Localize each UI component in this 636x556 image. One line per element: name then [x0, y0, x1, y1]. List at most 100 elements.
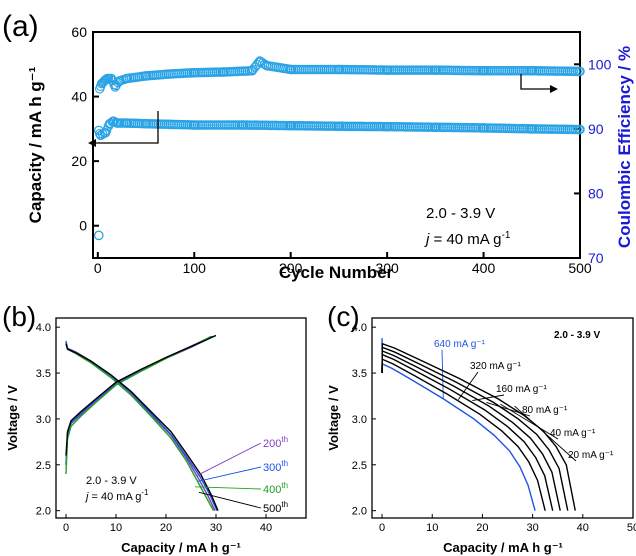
panel-c-frame — [371, 317, 634, 519]
panel-b-voltage-annotation: 2.0 - 3.9 V — [86, 475, 137, 487]
panel-a-marker — [165, 69, 175, 79]
panel-a-series-left — [94, 116, 585, 141]
panel-a-marker — [527, 65, 537, 76]
panel-a-marker — [527, 124, 537, 134]
panel-a-current-annotation-exp: -1 — [501, 230, 510, 241]
panel-a-marker — [430, 122, 441, 132]
panel-b-y-tick-label: 2.0 — [36, 506, 51, 518]
panel-a-marker — [141, 118, 151, 129]
panel-a-x-tick-label: 100 — [183, 260, 207, 276]
panel-c-label-leader — [514, 405, 577, 462]
panel-a-arrow-left-head — [88, 139, 96, 147]
panel-b-x-tick-label: 30 — [210, 522, 222, 534]
panel-a-arrow-left — [94, 111, 159, 144]
panel-b-cycle-label-sup: th — [281, 435, 288, 444]
panel-b-current-annotation-rest: = 40 mA g — [88, 491, 141, 503]
panel-b-ticks: 0 10 20 30 40 2.0 2.5 3.0 3.5 4.0 — [36, 322, 272, 534]
panel-a-marker — [285, 120, 296, 131]
panel-b-cycle-label-base: 500 — [263, 503, 281, 515]
panel-a-x-tick-label: 200 — [279, 260, 303, 276]
panel-a-x-tick-label: 0 — [94, 260, 102, 276]
panel-c-discharge-curve — [381, 350, 561, 511]
panel-b-y-axis-label: Voltage / V — [5, 385, 20, 451]
panel-b-label: (b) — [2, 301, 36, 332]
panel-c-label-leader — [500, 403, 559, 440]
panel-c-discharge-curve — [381, 346, 569, 511]
panel-b-x-tick-label: 0 — [63, 522, 69, 534]
panel-a-marker — [575, 66, 585, 77]
panel-c-x-tick-label: 40 — [577, 522, 589, 534]
panel-c-x-tick-label: 0 — [379, 522, 385, 534]
panel-a-y-tick-label-right: 70 — [588, 250, 604, 266]
panel-c: (c) 0 10 20 30 40 50 2.0 2.5 3.0 3.5 4.0 640 mA g⁻… — [326, 301, 636, 555]
panel-a-marker — [237, 120, 248, 130]
panel-a-y-tick-label-right: 100 — [588, 56, 612, 72]
panel-a-x-tick-label: 300 — [375, 260, 399, 276]
panel-a-y-tick-label-right: 90 — [588, 121, 604, 137]
panel-c-rate-label: 160 mA g⁻¹ — [496, 384, 548, 395]
panel-a-marker — [94, 230, 104, 241]
panel-a-marker — [122, 73, 132, 84]
panel-c-series: 640 mA g⁻¹ 320 mA g⁻¹ 160 mA g⁻¹ 80 mA g⁻¹ 4… — [381, 338, 614, 511]
panel-c-rate-label: 640 mA g⁻¹ — [434, 339, 486, 350]
panel-c-discharge-curve — [381, 342, 576, 511]
panel-a-marker — [478, 65, 489, 76]
panel-a-marker — [575, 124, 585, 135]
panel-c-y-tick-label: 2.5 — [352, 460, 367, 472]
panel-a-y-axis-label-left: Capacity / mA h g⁻¹ — [26, 66, 45, 223]
panel-c-rate-label: 20 mA g⁻¹ — [568, 450, 614, 461]
panel-a-marker — [95, 130, 106, 141]
panel-a-current-annotation-rest: = 40 mA g — [429, 231, 501, 248]
panel-c-label-leader — [457, 371, 479, 400]
panel-b-label-leader — [194, 486, 262, 490]
panel-a-current-annotation-j: j — [424, 231, 430, 248]
panel-b-label-leader — [198, 491, 262, 509]
panel-b-y-tick-label: 4.0 — [36, 322, 51, 334]
panel-a-marker — [95, 84, 105, 94]
panel-c-y-tick-label: 3.0 — [352, 414, 367, 426]
panel-b-charge-curve — [65, 334, 217, 456]
panel-c-x-tick-label: 30 — [526, 522, 538, 534]
panel-c-x-tick-label: 50 — [627, 522, 636, 534]
panel-a-marker — [112, 118, 122, 128]
panel-b-cycle-label-base: 300 — [263, 462, 281, 474]
panel-b-y-tick-label: 3.0 — [36, 414, 51, 426]
panel-a-marker — [189, 120, 200, 130]
panel-a-y-tick-label-left: 40 — [71, 89, 87, 105]
panel-a-marker — [382, 121, 392, 132]
panel-c-rate-label: 80 mA g⁻¹ — [522, 405, 568, 416]
panel-b-cycle-label-base: 200 — [263, 438, 281, 450]
panel-a-y-tick-label-left: 0 — [79, 218, 87, 234]
panel-b-label-leader — [197, 466, 262, 482]
panel-c-rate-label: 320 mA g⁻¹ — [470, 361, 522, 372]
panel-a: (a) 0 100 200 300 400 500 0 20 40 60 70 80 90 100 Cyc… — [2, 10, 634, 282]
panel-a-x-axis-label: Cycle Number — [279, 263, 394, 282]
panel-c-discharge-curve — [381, 338, 536, 511]
panel-b-label-leader — [196, 442, 262, 477]
panel-c-y-axis-label: Voltage / V — [326, 385, 341, 451]
panel-b-x-axis-label: Capacity / mA h g⁻¹ — [121, 540, 241, 555]
panel-b-current-annotation-exp: -1 — [141, 488, 149, 497]
panel-c-y-tick-label: 2.0 — [352, 506, 367, 518]
panel-c-y-tick-label: 4.0 — [352, 322, 367, 334]
panel-a-arrow-right — [520, 74, 552, 90]
panel-a-x-tick-label: 400 — [472, 260, 496, 276]
panel-a-marker — [100, 75, 111, 85]
panel-a-marker — [285, 64, 296, 75]
panel-b-current-annotation-j: j — [84, 491, 89, 503]
panel-c-x-tick-label: 20 — [476, 522, 488, 534]
panel-b-discharge-curve — [65, 343, 219, 511]
panel-b-x-tick-label: 20 — [160, 522, 172, 534]
panel-b-cycle-label-sup: th — [281, 500, 288, 509]
panel-a-series — [94, 56, 585, 241]
panel-b-y-tick-label: 3.5 — [36, 368, 51, 380]
panel-a-marker — [218, 67, 228, 77]
panel-c-ticks: 0 10 20 30 40 50 2.0 2.5 3.0 3.5 4.0 — [352, 322, 636, 534]
panel-c-label: (c) — [327, 301, 360, 332]
panel-c-rate-label: 40 mA g⁻¹ — [550, 428, 596, 439]
panel-c-x-axis-label: Capacity / mA h g⁻¹ — [443, 540, 563, 555]
panel-a-marker — [334, 64, 344, 75]
panel-c-discharge-curve — [381, 353, 554, 511]
panel-b-frame — [55, 317, 307, 519]
